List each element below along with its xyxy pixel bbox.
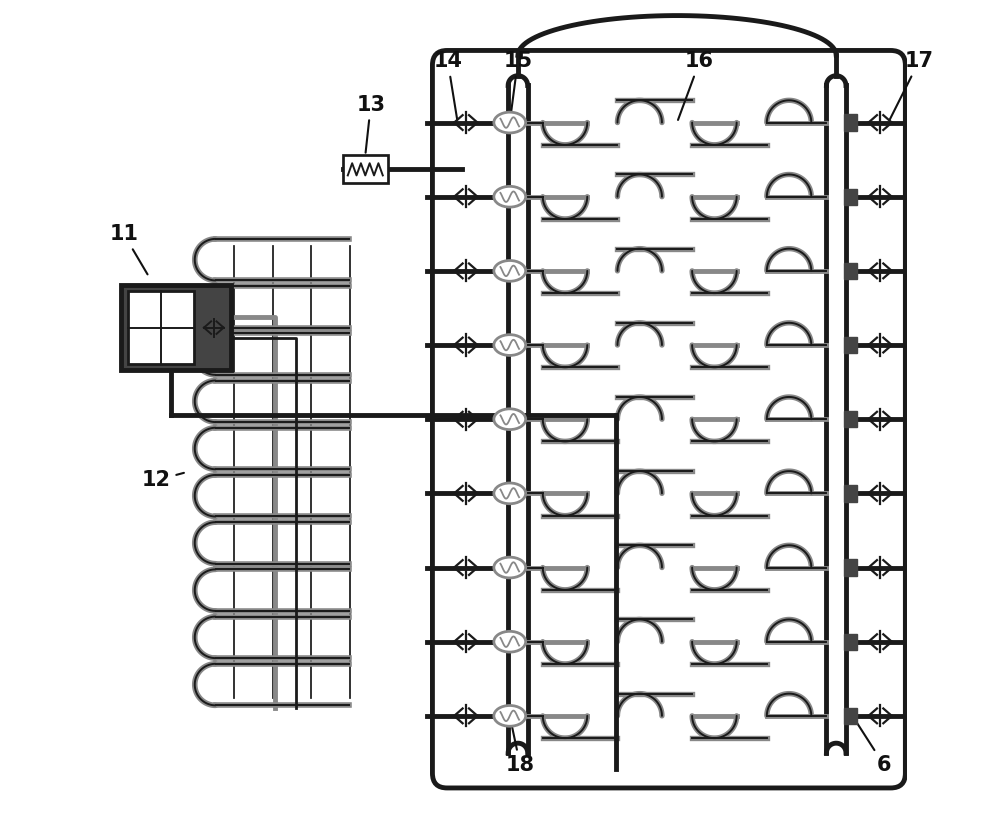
- Text: 11: 11: [109, 224, 148, 274]
- Text: 18: 18: [506, 719, 535, 775]
- Ellipse shape: [494, 483, 526, 504]
- Ellipse shape: [494, 557, 526, 578]
- Bar: [844, 485, 857, 501]
- Bar: [844, 263, 857, 279]
- Bar: [844, 115, 857, 131]
- Ellipse shape: [494, 706, 526, 726]
- Ellipse shape: [494, 632, 526, 652]
- Text: 14: 14: [433, 51, 462, 120]
- Text: 6: 6: [854, 718, 891, 775]
- Bar: [844, 337, 857, 353]
- Bar: [844, 189, 857, 205]
- Ellipse shape: [494, 112, 526, 133]
- Bar: [121, 285, 231, 370]
- Bar: [844, 633, 857, 650]
- FancyBboxPatch shape: [432, 50, 905, 788]
- Bar: [343, 155, 388, 183]
- Ellipse shape: [494, 260, 526, 282]
- Text: 15: 15: [503, 51, 532, 120]
- Bar: [844, 559, 857, 575]
- Bar: [844, 707, 857, 724]
- Bar: [844, 411, 857, 427]
- Text: 13: 13: [356, 94, 385, 153]
- Ellipse shape: [494, 186, 526, 207]
- Text: 16: 16: [678, 51, 714, 120]
- Ellipse shape: [494, 335, 526, 356]
- Text: 12: 12: [142, 470, 184, 490]
- Bar: [128, 291, 194, 364]
- Text: 17: 17: [890, 51, 934, 120]
- Ellipse shape: [494, 409, 526, 430]
